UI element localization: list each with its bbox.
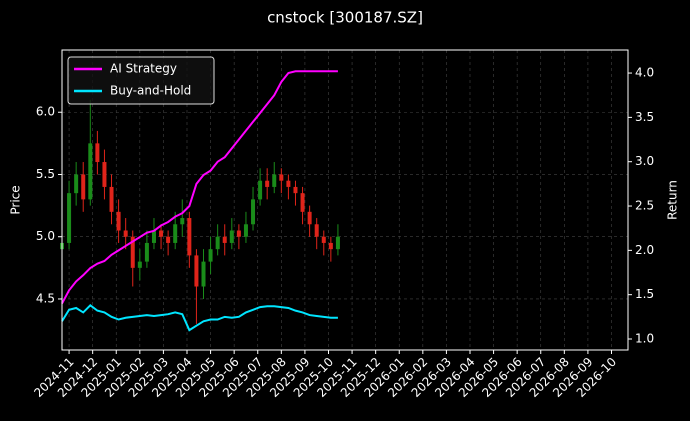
candle-body bbox=[102, 162, 107, 187]
plot-frame bbox=[61, 49, 629, 351]
candle-body bbox=[321, 236, 326, 243]
y2-tick-label: 4.0 bbox=[635, 66, 654, 80]
candle-body bbox=[251, 199, 256, 225]
candle-body bbox=[300, 193, 305, 212]
candle-body bbox=[335, 236, 340, 250]
candle-body bbox=[279, 174, 284, 181]
y2-tick-label: 3.5 bbox=[635, 110, 654, 124]
y-tick-label: 5.0 bbox=[36, 229, 55, 243]
candle-body bbox=[243, 224, 248, 237]
candle-body bbox=[258, 180, 263, 200]
candle-body bbox=[166, 236, 171, 243]
candle-body bbox=[236, 230, 241, 237]
candle-body bbox=[130, 236, 135, 268]
legend-label: AI Strategy bbox=[110, 62, 177, 76]
candle-body bbox=[173, 224, 178, 243]
candle-body bbox=[215, 236, 220, 250]
candle-body bbox=[272, 174, 277, 187]
legend: AI Strategy Buy-and-Hold bbox=[67, 56, 215, 105]
legend-box bbox=[67, 56, 215, 105]
y-axis-label: Price bbox=[9, 185, 23, 214]
candle-body bbox=[123, 230, 128, 237]
candle-body bbox=[328, 242, 333, 250]
chart-title: cnstock [300187.SZ] bbox=[267, 9, 423, 27]
y2-tick-label: 2.0 bbox=[635, 243, 654, 257]
series-line bbox=[61, 303, 338, 332]
candle-body bbox=[286, 180, 291, 187]
candle-body bbox=[201, 261, 206, 287]
y2-axis-label: Return bbox=[666, 180, 680, 220]
candle-body bbox=[194, 255, 199, 287]
candle-body bbox=[144, 242, 149, 262]
candle-body bbox=[229, 230, 234, 243]
candle-body bbox=[95, 143, 100, 163]
candle-body bbox=[109, 186, 114, 212]
y2-tick-label: 1.5 bbox=[635, 287, 654, 301]
candle-body bbox=[208, 249, 213, 262]
candle-body bbox=[159, 230, 164, 237]
candle-body bbox=[67, 193, 72, 243]
y2-tick-label: 1.0 bbox=[635, 332, 654, 346]
y2-tick-label: 3.0 bbox=[635, 154, 654, 168]
series-line bbox=[61, 70, 338, 305]
y-tick-label: 6.0 bbox=[36, 105, 55, 119]
candle-body bbox=[81, 174, 86, 200]
candle-body bbox=[314, 224, 319, 237]
y-tick-label: 5.5 bbox=[36, 167, 55, 181]
candle-body bbox=[74, 174, 79, 194]
candle-body bbox=[151, 230, 156, 243]
candle-body bbox=[180, 218, 185, 225]
legend-label: Buy-and-Hold bbox=[110, 84, 191, 98]
candle-body bbox=[116, 211, 121, 231]
y-tick-label: 4.5 bbox=[36, 291, 55, 305]
candle-body bbox=[88, 143, 93, 200]
candle-body bbox=[187, 218, 192, 256]
candle-body bbox=[137, 261, 142, 268]
candle-body bbox=[293, 186, 298, 194]
candle-body bbox=[265, 180, 270, 187]
candle-body bbox=[307, 211, 312, 225]
y2-tick-label: 2.5 bbox=[635, 199, 654, 213]
candle-body bbox=[222, 236, 227, 243]
